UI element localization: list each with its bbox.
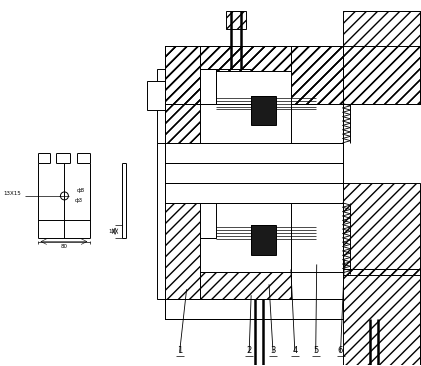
Text: 1: 1: [177, 346, 182, 355]
Bar: [226, 11, 246, 29]
Bar: [157, 143, 165, 299]
Bar: [200, 69, 216, 104]
Text: 6: 6: [338, 346, 343, 355]
Text: 2: 2: [247, 346, 252, 355]
Bar: [200, 272, 291, 299]
Text: 13X15: 13X15: [3, 191, 21, 197]
Bar: [291, 46, 343, 104]
Bar: [251, 96, 276, 126]
Bar: [165, 46, 343, 104]
Bar: [200, 203, 216, 238]
Bar: [165, 183, 200, 201]
Bar: [165, 143, 343, 163]
Bar: [343, 183, 420, 275]
Bar: [165, 104, 343, 163]
Text: 3: 3: [270, 346, 276, 355]
Bar: [291, 104, 343, 143]
Bar: [200, 46, 291, 71]
Bar: [251, 96, 276, 126]
Text: 80: 80: [61, 244, 68, 249]
Bar: [291, 203, 343, 272]
Text: 10: 10: [109, 229, 116, 234]
Bar: [343, 269, 420, 365]
Text: 5: 5: [313, 346, 318, 355]
Bar: [200, 46, 343, 104]
Bar: [165, 46, 200, 104]
Bar: [165, 299, 343, 319]
Text: ф8: ф8: [77, 188, 85, 194]
Bar: [200, 71, 291, 143]
Text: 4: 4: [292, 346, 298, 355]
Bar: [157, 69, 165, 143]
Bar: [251, 225, 276, 254]
Bar: [251, 225, 276, 254]
Bar: [200, 203, 291, 272]
Bar: [165, 163, 343, 183]
Bar: [147, 81, 165, 111]
Bar: [165, 183, 200, 300]
Text: ф3: ф3: [74, 198, 83, 203]
Bar: [343, 11, 420, 104]
Bar: [165, 183, 343, 203]
Bar: [165, 46, 200, 163]
Bar: [343, 46, 420, 104]
Bar: [200, 104, 343, 163]
